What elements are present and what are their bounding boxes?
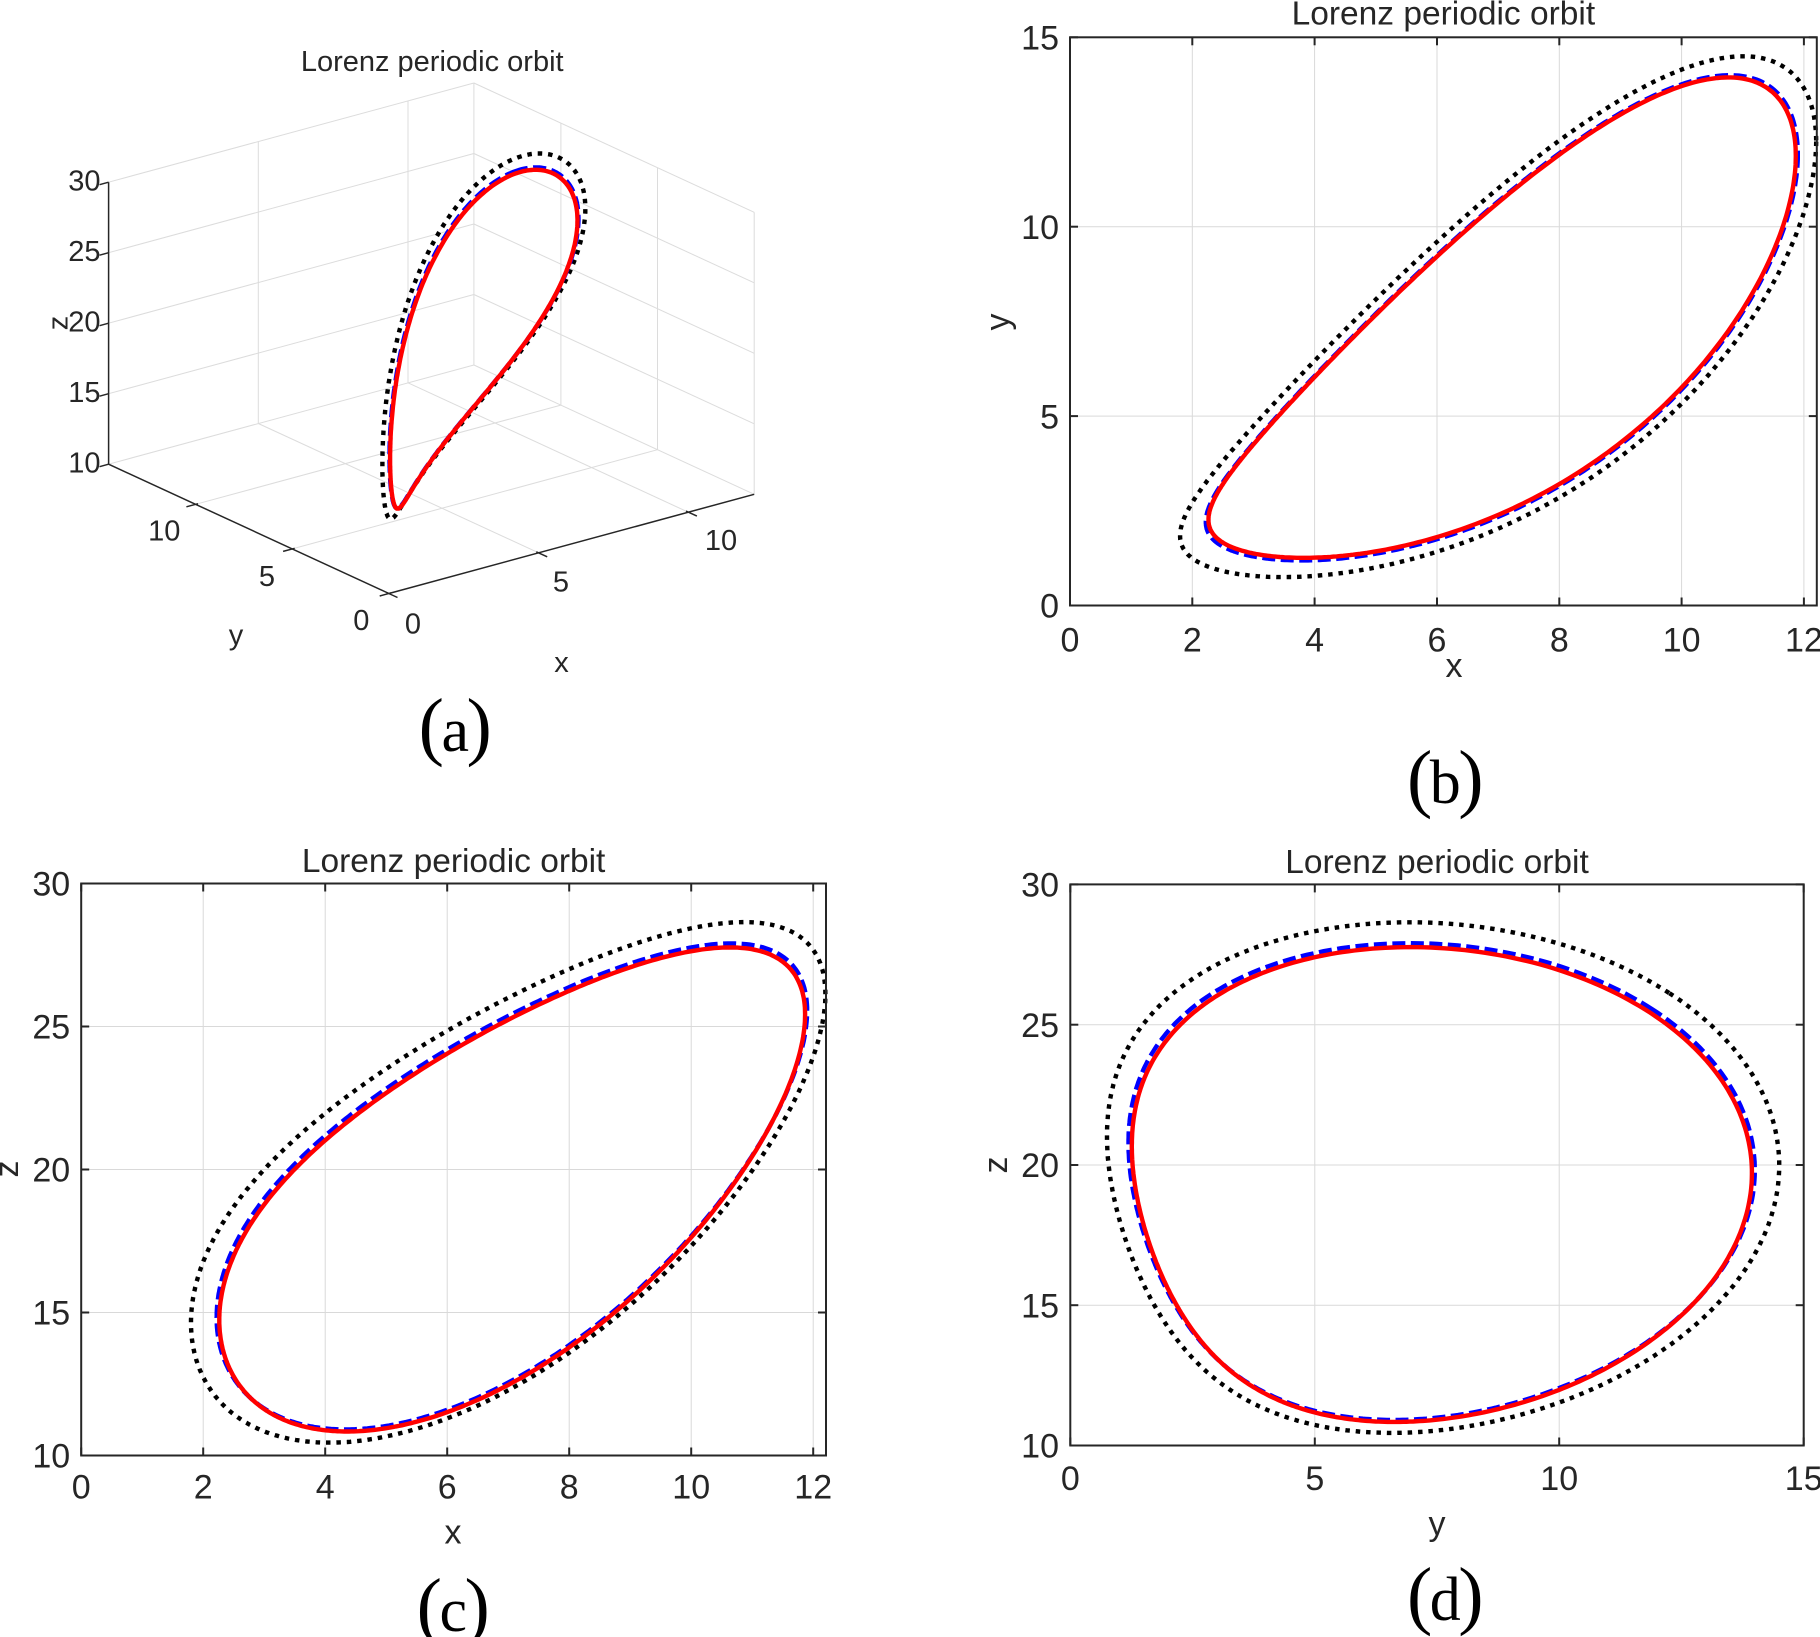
svg-text:15: 15 [1021,20,1059,58]
svg-text:x: x [554,647,569,679]
svg-text:Lorenz periodic orbit: Lorenz periodic orbit [301,46,564,78]
svg-text:15: 15 [1021,1287,1059,1325]
svg-text:0: 0 [1061,1460,1080,1498]
svg-text:6: 6 [438,1469,457,1507]
svg-text:10: 10 [32,1438,70,1476]
svg-text:30: 30 [68,166,100,198]
svg-text:15: 15 [32,1295,70,1333]
svg-text:10: 10 [68,448,100,480]
svg-text:20: 20 [32,1152,70,1190]
svg-text:0: 0 [72,1469,91,1507]
svg-text:y: y [979,314,1017,331]
svg-text:4: 4 [1305,622,1324,660]
svg-text:Lorenz periodic orbit: Lorenz periodic orbit [1285,844,1589,881]
svg-text:5: 5 [553,566,569,598]
svg-text:2: 2 [1183,622,1202,660]
svg-text:0: 0 [353,605,369,637]
svg-text:15: 15 [68,377,100,409]
svg-text:20: 20 [68,307,100,339]
svg-text:0: 0 [405,608,421,640]
svg-text:(d): (d) [1407,1553,1481,1637]
svg-text:y: y [1429,1505,1446,1543]
svg-text:z: z [977,1157,1015,1174]
svg-text:6: 6 [1428,622,1447,660]
svg-text:25: 25 [32,1009,70,1047]
svg-text:10: 10 [1021,1428,1059,1466]
svg-text:4: 4 [316,1469,335,1507]
svg-text:30: 30 [1021,867,1059,905]
svg-text:Lorenz periodic orbit: Lorenz periodic orbit [1292,0,1596,33]
svg-text:5: 5 [1040,398,1059,436]
svg-text:12: 12 [794,1469,832,1507]
svg-text:Lorenz periodic orbit: Lorenz periodic orbit [302,843,606,880]
svg-text:10: 10 [1663,622,1701,660]
svg-text:0: 0 [1061,622,1080,660]
svg-text:12: 12 [1785,622,1820,660]
svg-text:5: 5 [259,561,275,593]
svg-text:(a): (a) [419,684,490,768]
svg-text:(b): (b) [1407,736,1481,820]
svg-text:5: 5 [1305,1460,1324,1498]
svg-text:x: x [445,1514,462,1552]
svg-text:10: 10 [672,1469,710,1507]
svg-text:z: z [42,316,74,331]
svg-text:8: 8 [560,1469,579,1507]
svg-text:y: y [229,620,244,652]
svg-text:15: 15 [1785,1460,1820,1498]
svg-text:10: 10 [1021,209,1059,247]
svg-text:(c): (c) [417,1564,488,1637]
svg-text:z: z [0,1161,26,1178]
svg-text:20: 20 [1021,1147,1059,1185]
svg-text:2: 2 [194,1469,213,1507]
svg-text:25: 25 [1021,1007,1059,1045]
svg-text:10: 10 [1540,1460,1578,1498]
svg-text:25: 25 [68,236,100,268]
svg-text:30: 30 [32,866,70,904]
svg-text:x: x [1446,647,1463,685]
svg-text:10: 10 [148,515,180,547]
svg-text:0: 0 [1040,588,1059,626]
svg-text:8: 8 [1550,622,1569,660]
svg-text:10: 10 [705,525,737,557]
